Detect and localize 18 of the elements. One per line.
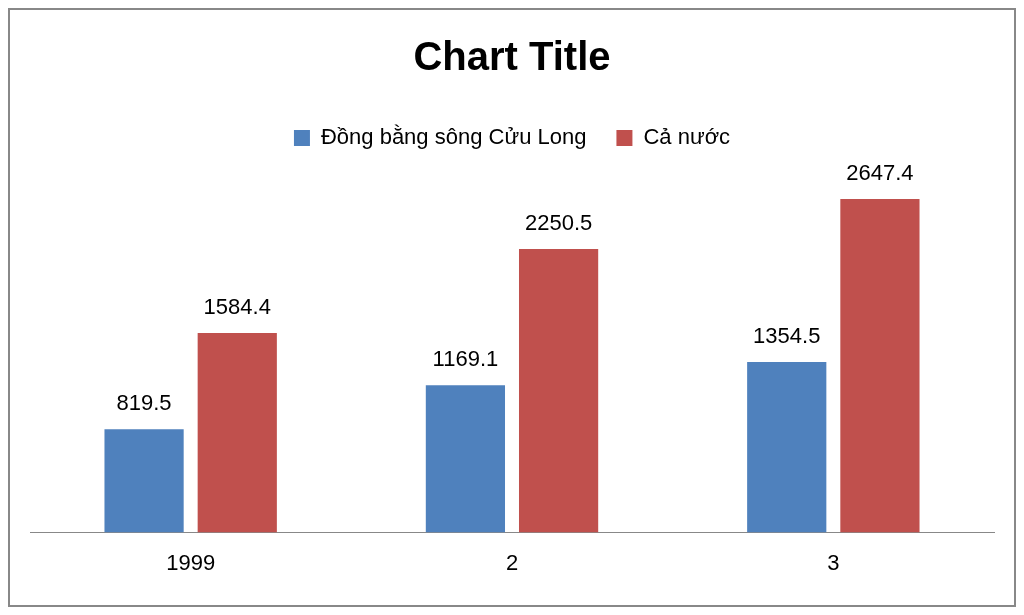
- data-label: 1354.5: [753, 323, 821, 348]
- bar: [197, 332, 277, 533]
- data-label: 819.5: [116, 390, 172, 416]
- data-label: 1584.4: [203, 294, 271, 320]
- legend-label: Cả nước: [643, 124, 731, 150]
- x-tick-label: 3: [827, 549, 840, 575]
- bar: [425, 385, 506, 533]
- x-tick-label: 1999: [166, 549, 216, 575]
- legend-label: Đồng bằng sông Cửu Long: [320, 124, 587, 150]
- x-tick-label: 2: [505, 549, 519, 575]
- chart-title: Chart Title: [413, 34, 611, 79]
- bar: [104, 429, 184, 533]
- bar: [747, 361, 827, 533]
- data-label: 2250.5: [524, 210, 593, 236]
- bar: [840, 199, 920, 533]
- data-label: 1169.1: [432, 346, 499, 372]
- data-label: 2647.4: [846, 160, 914, 186]
- bar: [518, 249, 599, 533]
